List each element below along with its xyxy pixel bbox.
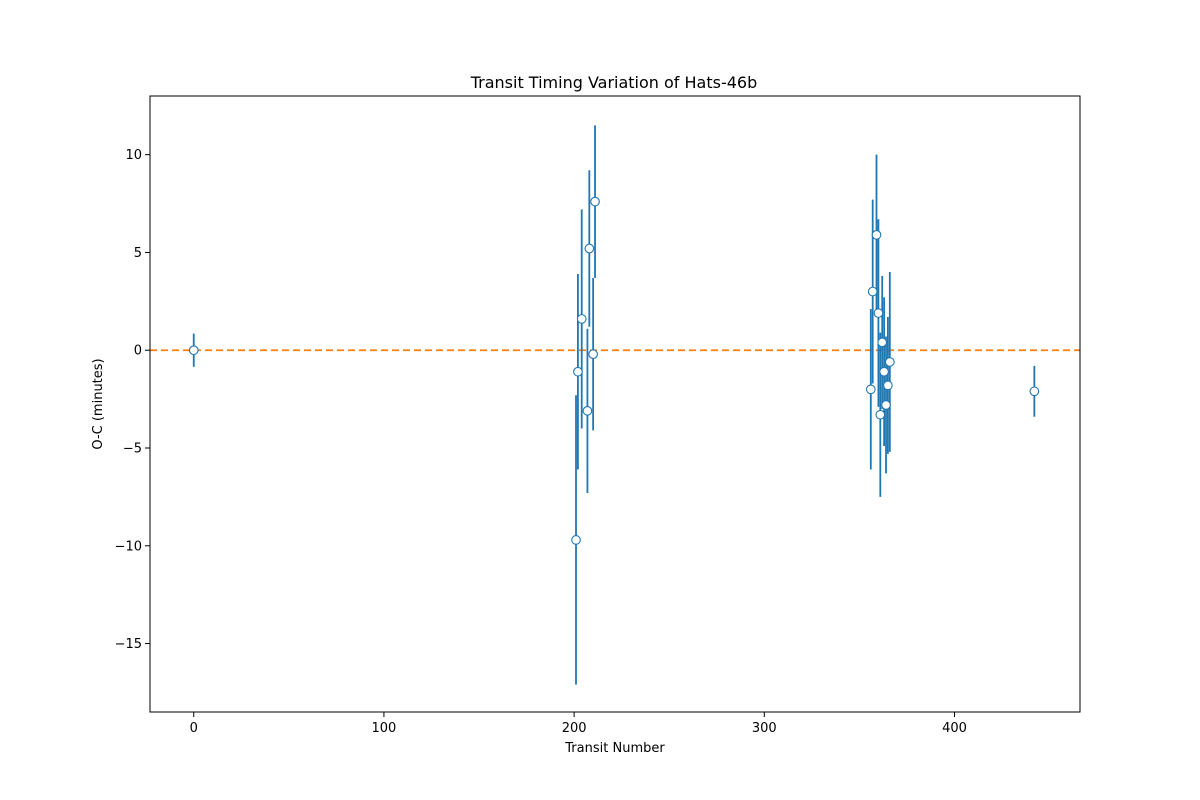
data-point (865, 384, 876, 395)
x-axis-label: Transit Number (564, 741, 665, 756)
x-tick-label: 100 (372, 721, 397, 736)
data-point (582, 405, 593, 416)
x-tick-label: 0 (190, 721, 198, 736)
data-point (871, 229, 882, 240)
y-tick-label: 10 (125, 148, 142, 163)
y-axis-label: O-C (minutes) (91, 358, 106, 449)
x-tick-label: 400 (942, 721, 967, 736)
plot-area (150, 125, 1080, 685)
data-point (884, 357, 895, 367)
y-tick-label: −15 (115, 637, 142, 652)
y-tick-label: −10 (115, 539, 142, 554)
data-point (883, 380, 893, 391)
data-point (573, 366, 583, 377)
data-point (879, 366, 889, 377)
y-axis: −15 −10 −5 0 5 10 (115, 148, 150, 652)
data-point (590, 196, 600, 207)
y-tick-label: 5 (134, 246, 142, 261)
data-point (867, 286, 878, 297)
x-tick-label: 200 (562, 721, 587, 736)
data-point (576, 314, 587, 324)
data-point (881, 400, 891, 410)
data-point (875, 409, 886, 420)
data-point (877, 337, 888, 348)
data-point (188, 345, 199, 356)
data-point (584, 243, 595, 254)
x-tick-label: 300 (752, 721, 777, 736)
y-tick-label: 0 (134, 344, 142, 359)
y-tick-label: −5 (123, 442, 142, 457)
data-point (1029, 386, 1040, 397)
data-point (588, 349, 598, 359)
x-axis: 0 100 200 300 400 (190, 712, 967, 736)
plot-frame (149, 95, 1081, 713)
data-point (571, 535, 581, 545)
data-point (873, 308, 884, 318)
chart-title: Transit Timing Variation of Hats-46b (470, 73, 758, 92)
